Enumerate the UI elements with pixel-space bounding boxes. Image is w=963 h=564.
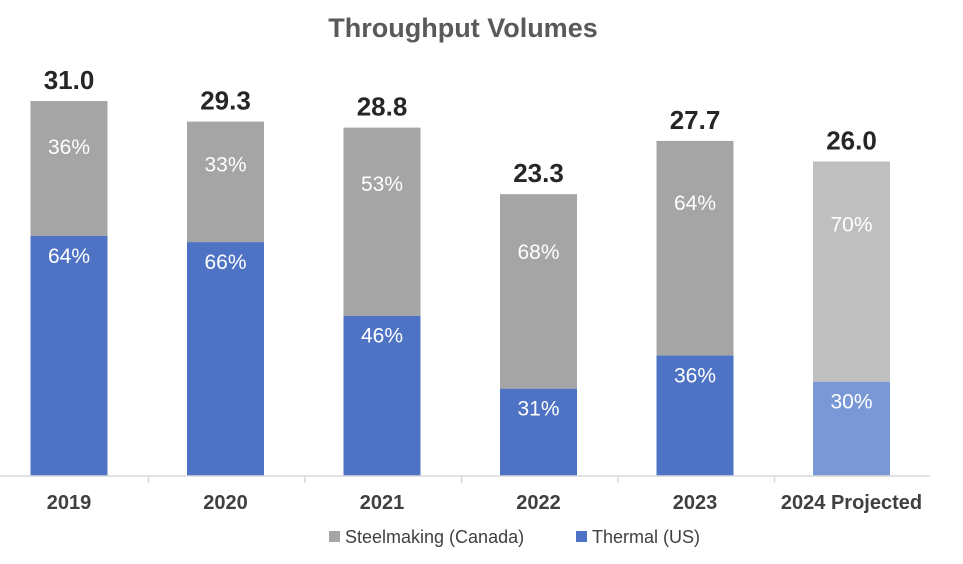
- label-total: 28.8: [357, 92, 408, 122]
- bar-thermal-2020: [187, 242, 264, 476]
- label-thermal-share: 31%: [517, 398, 559, 421]
- label-total: 26.0: [826, 125, 877, 155]
- category-label: 2024 Projected: [781, 492, 922, 514]
- label-total: 29.3: [200, 86, 251, 116]
- bar-steelmaking-2020: [187, 121, 264, 243]
- bar-thermal-2019: [30, 236, 108, 476]
- bar-steelmaking-2023: [656, 140, 734, 356]
- category-label: 2020: [203, 492, 248, 514]
- label-thermal-share: 64%: [48, 245, 90, 268]
- bar-steelmaking-2024-projected: [813, 161, 890, 382]
- label-total: 27.7: [670, 105, 721, 135]
- label-thermal-share: 66%: [204, 251, 246, 274]
- label-total: 23.3: [513, 158, 564, 188]
- category-label: 2022: [516, 492, 561, 514]
- category-labels: 2019 2020 2021 2022 2023 2024 Projected: [47, 492, 922, 514]
- label-total: 31.0: [44, 65, 95, 95]
- label-steelmaking-share: 64%: [674, 192, 716, 215]
- label-steelmaking-share: 33%: [204, 154, 246, 177]
- label-steelmaking-share: 70%: [830, 214, 872, 237]
- label-thermal-share: 46%: [361, 325, 403, 348]
- x-axis-ticks: [147, 476, 776, 483]
- legend: Steelmaking (Canada) Thermal (US): [329, 527, 700, 547]
- legend-label: Thermal (US): [592, 527, 700, 547]
- bar-thermal-2023: [656, 355, 734, 476]
- category-label: 2019: [47, 492, 92, 514]
- bar-thermal-2022: [500, 388, 577, 476]
- category-label: 2023: [673, 492, 718, 514]
- bar-thermal-2024-projected: [813, 381, 890, 476]
- label-thermal-share: 30%: [830, 391, 872, 414]
- label-steelmaking-share: 36%: [48, 136, 90, 159]
- label-steelmaking-share: 68%: [517, 241, 559, 264]
- category-label: 2021: [360, 492, 405, 514]
- bar-steelmaking-2021: [343, 127, 421, 316]
- bars-group: [30, 101, 890, 476]
- label-steelmaking-share: 53%: [361, 173, 403, 196]
- legend-swatch: [576, 531, 587, 542]
- bar-thermal-2021: [343, 315, 421, 476]
- legend-label: Steelmaking (Canada): [345, 527, 524, 547]
- bar-steelmaking-2019: [30, 101, 108, 236]
- bar-steelmaking-2022: [500, 194, 577, 389]
- chart-title: Throughput Volumes: [328, 13, 597, 43]
- labels-group: 64% 36% 31.0 66% 33% 29.3 46% 53% 28.8 31% 68% 23.3…: [44, 65, 877, 421]
- legend-swatch: [329, 531, 340, 542]
- label-thermal-share: 36%: [674, 364, 716, 387]
